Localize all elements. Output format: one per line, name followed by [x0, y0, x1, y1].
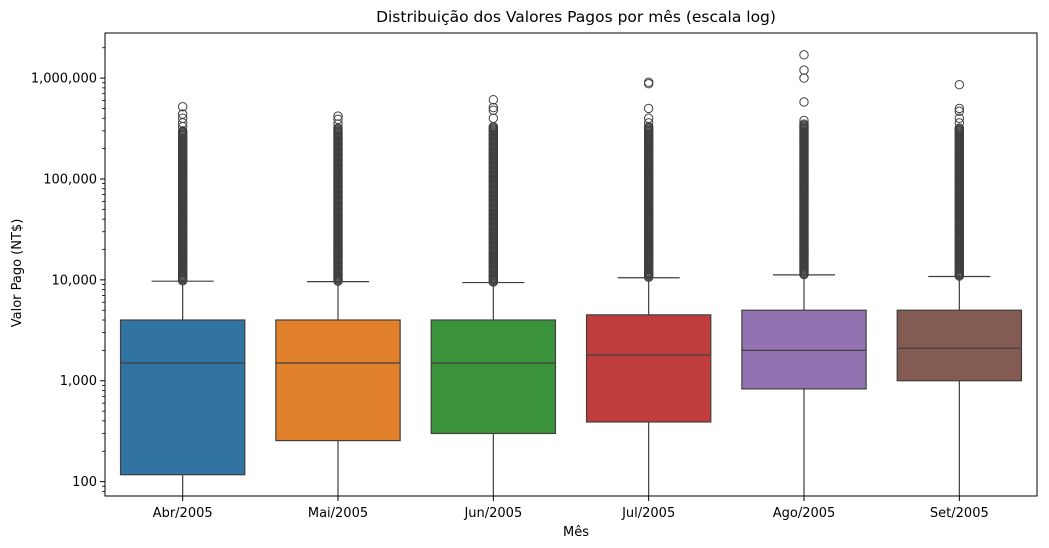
y-tick-label: 10,000: [52, 273, 98, 288]
outlier-point: [333, 114, 343, 125]
outlier-point: [799, 65, 809, 75]
x-axis-label: Mês: [563, 525, 589, 540]
y-tick-label: 1,000,000: [31, 72, 97, 87]
y-tick-label: 100: [72, 475, 97, 490]
x-tick-label: Abr/2005: [153, 506, 213, 521]
y-axis-label: Valor Pago (NT$): [10, 219, 25, 328]
outlier-point: [643, 113, 654, 123]
box-set-2005: [896, 80, 1023, 496]
x-tick-label: Set/2005: [930, 506, 989, 521]
x-tick-label: Jul/2005: [621, 506, 675, 521]
outlier-point: [799, 50, 809, 60]
y-tick-label: 100,000: [43, 172, 97, 187]
box-iqr: [585, 314, 712, 423]
outlier-point: [643, 103, 654, 114]
outlier-point: [177, 113, 188, 123]
x-tick-label: Mai/2005: [308, 506, 368, 521]
x-axis: Abr/2005 Mai/2005 Jun/2005 Jul/2005 Ago/2005…: [153, 496, 989, 521]
box-iqr: [741, 309, 867, 390]
box-iqr: [896, 309, 1023, 382]
outlier-point: [799, 115, 809, 126]
box-iqr: [119, 319, 246, 476]
plot-area: [104, 32, 1038, 497]
outlier-point: [333, 111, 343, 121]
outlier-point: [488, 113, 499, 123]
box-mai-2005: [275, 111, 401, 496]
x-tick-label: Ago/2005: [773, 506, 836, 521]
outlier-point: [488, 102, 499, 113]
box-jul-2005: [585, 77, 712, 496]
outlier-point: [954, 103, 965, 114]
y-tick-label: 1,000: [60, 374, 97, 389]
outlier-point: [643, 77, 654, 87]
outlier-point: [177, 102, 188, 112]
outlier-point: [488, 105, 499, 115]
y-axis: 100 1,000 10,000 100,000 1,000,000: [31, 47, 105, 492]
outlier-point: [799, 119, 809, 129]
outlier-point: [954, 113, 965, 123]
box-abr-2005: [119, 102, 246, 496]
outlier-point: [643, 118, 654, 128]
outlier-point: [488, 95, 499, 105]
box-ago-2005: [741, 50, 867, 496]
outlier-point: [799, 97, 809, 107]
outlier-point: [954, 123, 965, 133]
outlier-point: [799, 73, 809, 83]
outlier-point: [177, 109, 188, 119]
box-jun-2005: [430, 95, 557, 496]
box-iqr: [275, 319, 401, 442]
outlier-point: [954, 106, 965, 116]
outlier-point: [954, 80, 965, 90]
chart-title: Distribuição dos Valores Pagos por mês (…: [376, 8, 776, 26]
x-tick-label: Jun/2005: [463, 506, 522, 521]
outlier-point: [954, 118, 965, 128]
box-iqr: [430, 319, 557, 435]
plot-frame: [104, 32, 1038, 497]
